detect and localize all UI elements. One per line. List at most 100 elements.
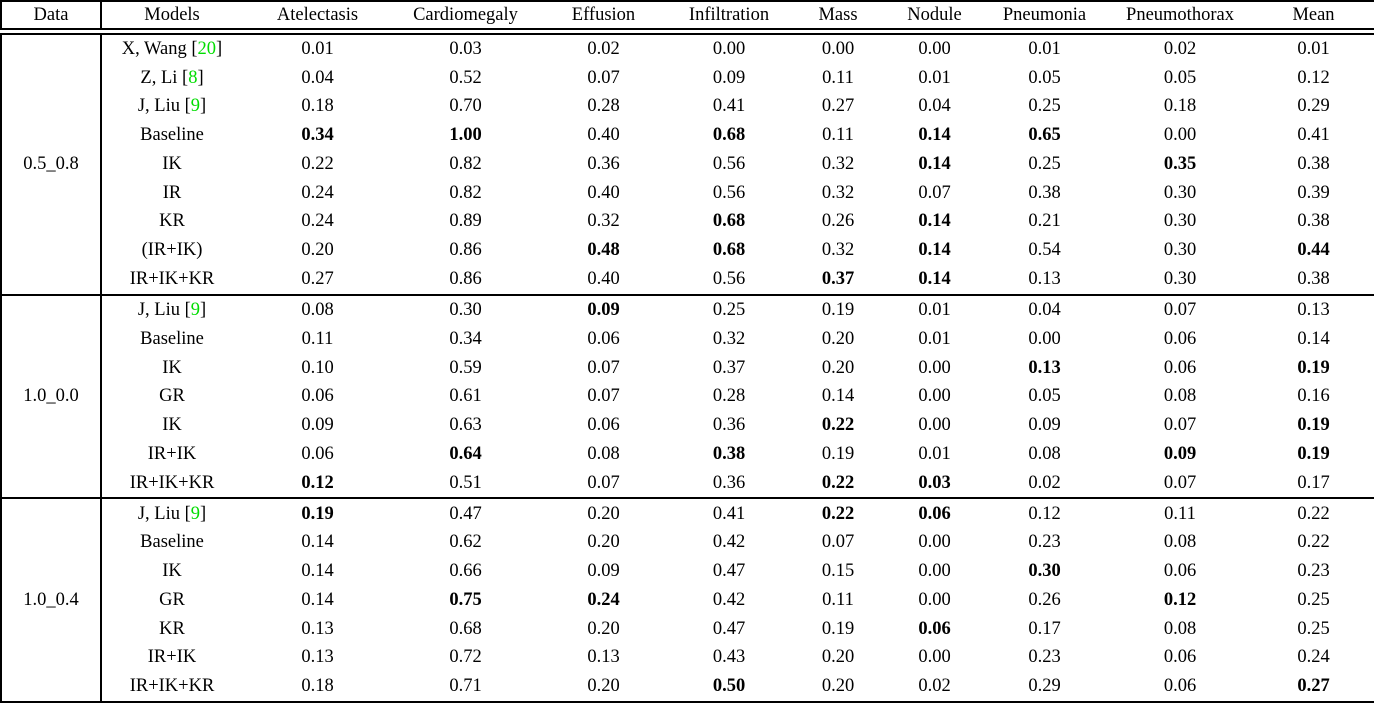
- metric-value: 0.15: [821, 561, 855, 582]
- metric-value: 0.38: [1028, 182, 1061, 203]
- metric-value: 0.19: [1297, 415, 1330, 436]
- metric-value: 0.71: [449, 676, 482, 697]
- model-label: IK: [162, 415, 182, 436]
- metric-value: 0.38: [1297, 211, 1330, 232]
- metric-value: 0.32: [821, 182, 855, 203]
- metric-value: 0.44: [1297, 240, 1330, 261]
- metric-value: 0.47: [449, 503, 482, 524]
- metric-value: 0.21: [1028, 211, 1061, 232]
- model-name-cell: GR: [101, 382, 242, 411]
- table-row: GR 0.06 0.61 0.07 0.28 0.14 0.00 0.05 0.08 0.16: [1, 382, 1374, 411]
- model-label: IR+IK: [147, 443, 197, 464]
- metric-value: 0.16: [1297, 386, 1330, 407]
- citation-link[interactable]: 9: [190, 503, 200, 524]
- metric-value: 0.68: [449, 618, 482, 639]
- metric-value: 0.18: [301, 676, 334, 697]
- metric-value: 0.09: [712, 67, 746, 88]
- model-label: J, Liu: [137, 299, 180, 320]
- metric-value: 0.04: [1028, 299, 1061, 320]
- metric-value: 0.47: [712, 618, 746, 639]
- metric-value: 0.00: [918, 38, 951, 59]
- metric-value: 0.47: [712, 561, 746, 582]
- metric-value: 0.40: [587, 125, 620, 146]
- metric-value: 0.37: [821, 269, 855, 290]
- metric-value: 0.00: [918, 532, 951, 553]
- metric-value: 0.04: [301, 67, 334, 88]
- metric-value: 0.24: [301, 211, 334, 232]
- metric-value: 0.86: [449, 269, 482, 290]
- citation-link[interactable]: 8: [188, 67, 198, 88]
- metric-value: 0.12: [1028, 503, 1061, 524]
- metric-value: 0.14: [918, 240, 951, 261]
- metric-value: 0.06: [1163, 328, 1197, 349]
- metric-value: 0.65: [1028, 125, 1061, 146]
- metric-value: 0.27: [301, 269, 334, 290]
- metric-value: 0.56: [712, 182, 746, 203]
- model-label: IR+IK+KR: [129, 676, 215, 697]
- metric-value: 0.38: [1297, 153, 1330, 174]
- metric-value: 0.22: [821, 415, 855, 436]
- metric-value: 0.06: [1163, 676, 1197, 697]
- table-row: KR 0.24 0.89 0.32 0.68 0.26 0.14 0.21 0.30 0.38: [1, 207, 1374, 236]
- metric-value: 0.20: [587, 532, 620, 553]
- metric-value: 0.00: [1163, 125, 1197, 146]
- metric-value: 0.36: [587, 153, 620, 174]
- citation-link[interactable]: 20: [197, 38, 217, 59]
- metric-value: 0.26: [1028, 589, 1061, 610]
- metric-value: 0.20: [587, 503, 620, 524]
- metric-value: 0.02: [1028, 472, 1061, 493]
- metric-value: 0.25: [1028, 96, 1061, 117]
- metric-value: 0.75: [449, 589, 482, 610]
- metric-value: 0.29: [1028, 676, 1061, 697]
- metric-value: 0.03: [918, 472, 951, 493]
- table-row: J, Liu [9] 0.18 0.70 0.28 0.41 0.27 0.04 0.25 0.…: [1, 92, 1374, 121]
- metric-value: 0.36: [712, 472, 746, 493]
- model-label: (IR+IK): [141, 240, 203, 261]
- metric-value: 0.61: [449, 386, 482, 407]
- metric-value: 0.01: [1028, 38, 1061, 59]
- column-header-models: Models: [144, 4, 200, 25]
- model-name-cell: IR+IK+KR: [101, 672, 242, 702]
- model-name-cell: IR: [101, 179, 242, 208]
- table-row: IR+IK 0.06 0.64 0.08 0.38 0.19 0.01 0.08 0.09 0.1…: [1, 440, 1374, 469]
- model-label: X, Wang: [121, 38, 187, 59]
- metric-value: 0.82: [449, 153, 482, 174]
- table-row: IK 0.09 0.63 0.06 0.36 0.22 0.00 0.09 0.07 0.19: [1, 411, 1374, 440]
- metric-value: 0.14: [821, 386, 855, 407]
- column-header-nodule: Nodule: [907, 4, 962, 25]
- metric-value: 0.01: [918, 67, 951, 88]
- metric-value: 0.13: [1028, 357, 1061, 378]
- metric-value: 0.11: [822, 589, 854, 610]
- metric-value: 0.22: [821, 472, 855, 493]
- metric-value: 0.11: [822, 125, 854, 146]
- metric-value: 0.68: [712, 211, 746, 232]
- citation-link[interactable]: 9: [190, 299, 200, 320]
- metric-value: 0.07: [587, 67, 620, 88]
- metric-value: 0.30: [1163, 240, 1197, 261]
- model-label: IR+IK+KR: [129, 269, 215, 290]
- model-label: IK: [162, 357, 182, 378]
- metric-value: 0.40: [587, 182, 620, 203]
- table-row: 0.5_0.8 X, Wang [20] 0.01 0.03 0.02 0.00 0.00 0…: [1, 31, 1374, 295]
- header-row: Data Models Atelectasis Cardiomegaly Effusio…: [1, 1, 1374, 31]
- metric-value: 0.02: [918, 676, 951, 697]
- metric-value: 0.08: [301, 299, 334, 320]
- model-label: KR: [159, 618, 185, 639]
- metric-value: 0.30: [449, 299, 482, 320]
- metric-value: 0.08: [1163, 386, 1197, 407]
- table-row: KR 0.13 0.68 0.20 0.47 0.19 0.06 0.17 0.08 0.25: [1, 615, 1374, 644]
- model-name-cell: IK: [101, 411, 242, 440]
- metric-value: 0.07: [821, 532, 855, 553]
- metric-value: 0.06: [301, 386, 334, 407]
- model-name-cell: J, Liu [9]: [137, 96, 207, 117]
- metric-value: 0.01: [1297, 38, 1330, 59]
- metric-value: 0.10: [301, 357, 334, 378]
- metric-value: 0.42: [712, 589, 746, 610]
- metric-value: 0.13: [301, 618, 334, 639]
- metric-value: 0.13: [1028, 269, 1061, 290]
- column-header-atelectasis: Atelectasis: [276, 4, 359, 25]
- citation-link[interactable]: 9: [190, 96, 200, 117]
- metric-value: 0.20: [821, 676, 855, 697]
- metric-value: 0.34: [449, 328, 482, 349]
